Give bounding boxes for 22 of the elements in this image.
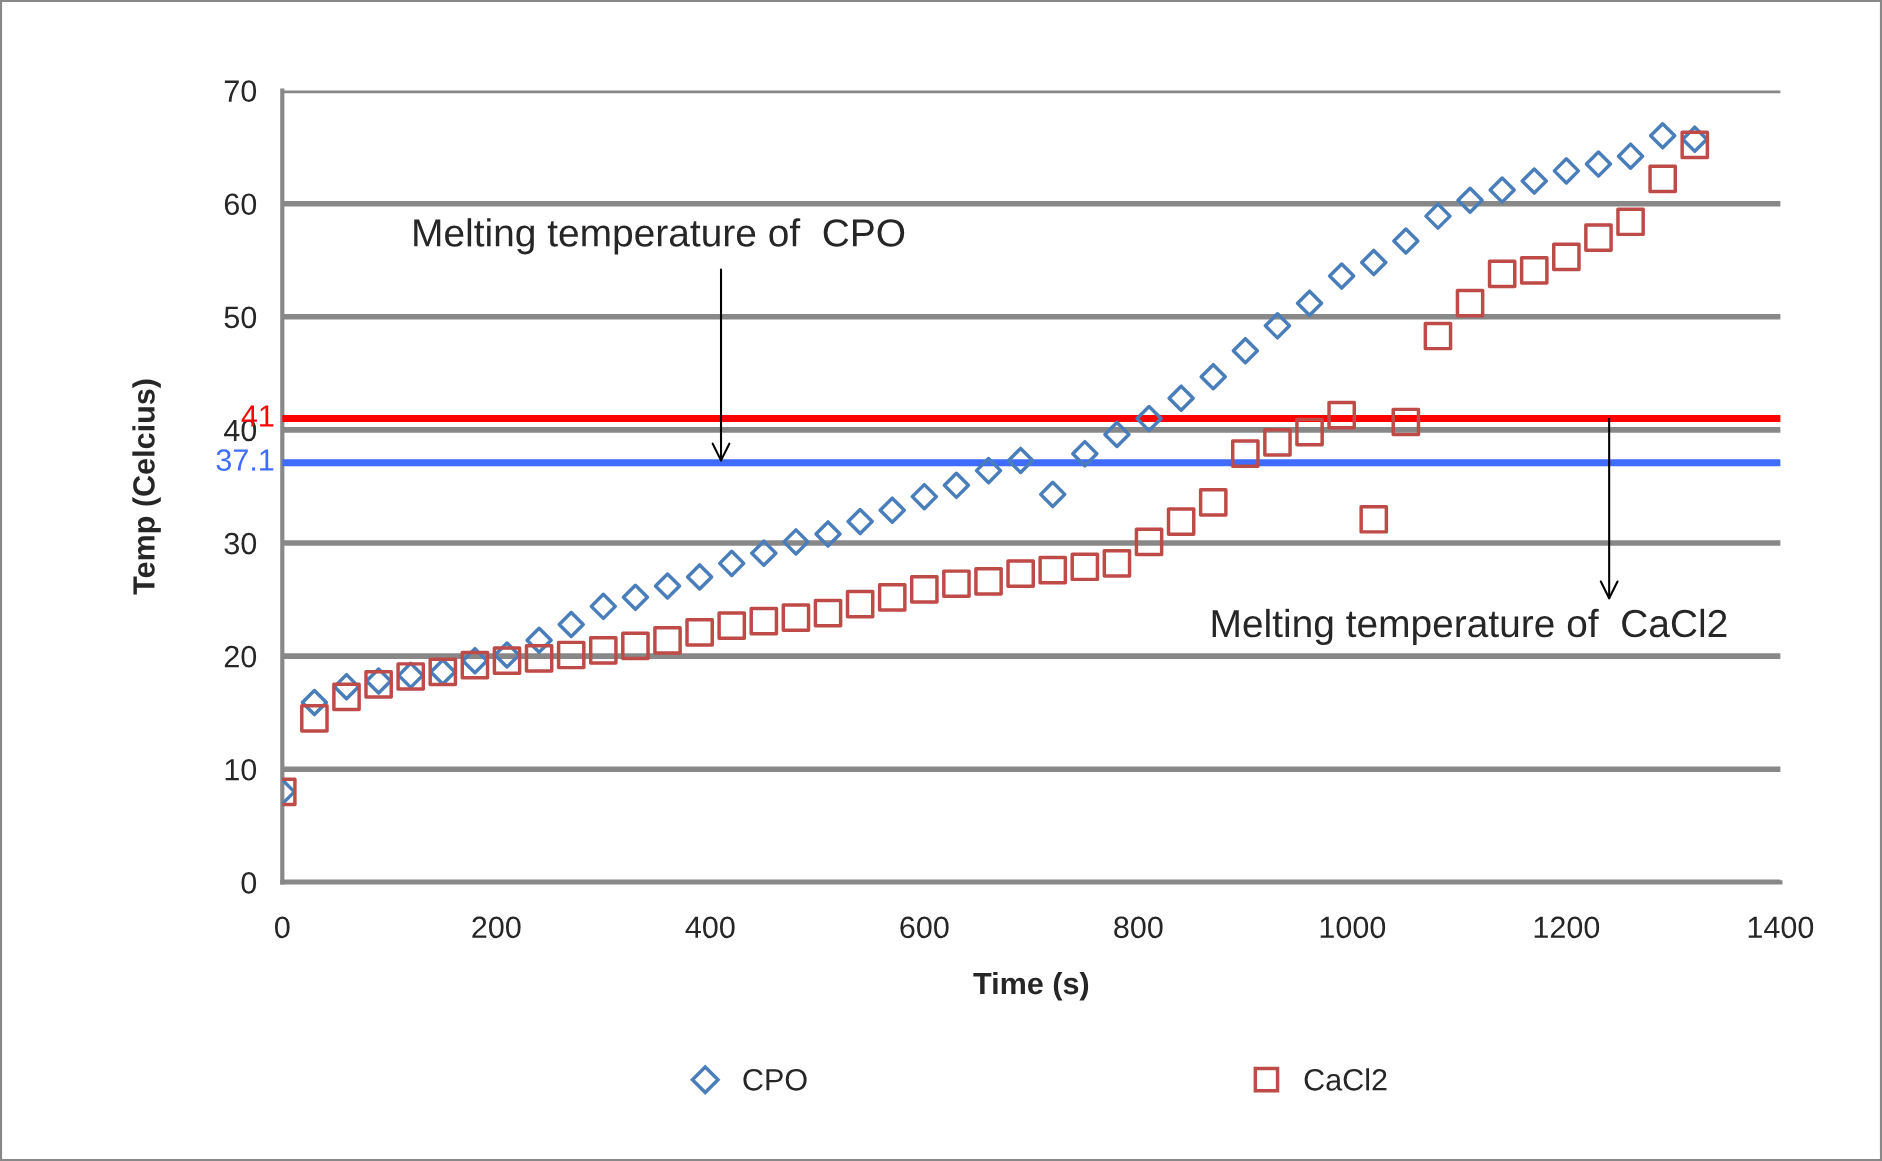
x-tick-label: 1000 — [1320, 916, 1386, 939]
x-tick-label: 0 — [275, 916, 290, 939]
y-tick-label: 60 — [224, 193, 257, 216]
annotation: Melting temperature of CPO — [414, 218, 905, 255]
x-tick-label: 400 — [685, 916, 735, 939]
y-axis-title: Temp (Celcius) — [132, 379, 161, 595]
y-tick-label: 30 — [224, 532, 257, 555]
y-tick-label: 10 — [225, 758, 257, 781]
y-tick-label: 0 — [241, 872, 257, 894]
x-tick-label: 800 — [1114, 916, 1163, 939]
x-tick-label: 1400 — [1748, 916, 1814, 939]
legend-label: CaCl2 — [1304, 1068, 1387, 1091]
x-axis-title: Time (s) — [973, 971, 1089, 1001]
ref-line-label: 37.1 — [216, 449, 274, 471]
annotation: Melting temperature of CaCl2 — [1212, 608, 1727, 646]
y-tick-label: 70 — [224, 80, 257, 102]
y-tick-label: 20 — [224, 645, 257, 668]
y-tick-label: 50 — [224, 306, 257, 329]
x-tick-label: 200 — [472, 916, 521, 939]
x-tick-label: 600 — [900, 916, 949, 939]
x-tick-label: 1200 — [1534, 916, 1600, 939]
legend-label: CPO — [743, 1069, 807, 1091]
